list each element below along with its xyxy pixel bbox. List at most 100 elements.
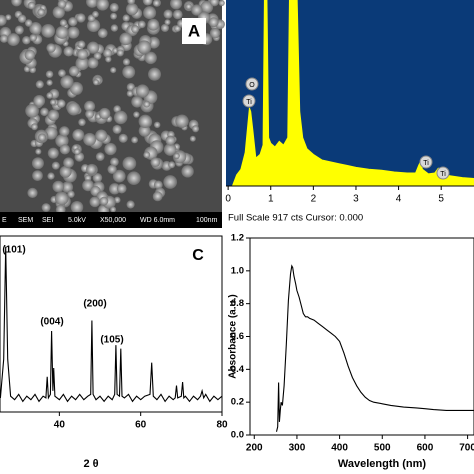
grain xyxy=(75,56,90,71)
grain xyxy=(122,58,131,66)
grain xyxy=(24,19,33,27)
y-tick-label: 1.2 xyxy=(231,233,244,244)
grain xyxy=(35,148,42,155)
grain xyxy=(86,18,101,33)
grain xyxy=(173,152,180,160)
grain xyxy=(189,135,196,142)
grain xyxy=(31,123,38,131)
grain xyxy=(107,164,117,174)
grain xyxy=(92,172,103,183)
sem-info: SEM xyxy=(18,217,33,224)
grain xyxy=(29,22,42,35)
grain xyxy=(116,183,127,194)
grain xyxy=(126,200,135,209)
grain xyxy=(110,206,117,213)
grain xyxy=(165,135,176,146)
grain xyxy=(208,17,219,28)
grain xyxy=(163,175,178,189)
grain xyxy=(85,109,95,119)
grain xyxy=(6,33,20,46)
grain xyxy=(126,90,134,97)
x-tick-label: 2 xyxy=(311,194,317,205)
sem-info: SEI xyxy=(42,217,53,224)
grain xyxy=(218,0,225,7)
grain xyxy=(25,104,39,118)
element-marker xyxy=(419,155,433,169)
grain xyxy=(95,152,105,161)
peak-label: (101) xyxy=(2,245,25,256)
grain xyxy=(168,161,176,169)
grain xyxy=(192,125,200,133)
grain xyxy=(56,99,66,108)
grain xyxy=(112,124,122,134)
element-marker xyxy=(242,94,256,108)
grain xyxy=(181,165,194,178)
grain xyxy=(70,200,84,214)
grain xyxy=(59,144,71,155)
grain xyxy=(99,196,109,206)
element-label: Ti xyxy=(440,171,446,178)
grain xyxy=(191,4,203,16)
grain xyxy=(78,118,86,127)
grain xyxy=(109,2,119,13)
grain xyxy=(63,46,74,57)
x-tick-label: 3 xyxy=(353,194,359,205)
grain xyxy=(209,27,221,39)
grain xyxy=(67,26,80,39)
area-fill xyxy=(232,0,474,186)
x-tick-label: 700 xyxy=(459,443,474,454)
sem-info: X50,000 xyxy=(100,217,126,224)
grain xyxy=(67,102,81,116)
grain xyxy=(58,69,66,78)
grain xyxy=(57,0,67,9)
grain xyxy=(160,23,170,33)
grain xyxy=(24,49,36,61)
grain xyxy=(110,12,118,20)
grain xyxy=(51,161,60,170)
grain xyxy=(97,28,108,39)
element-marker xyxy=(436,166,450,180)
grain xyxy=(47,147,59,159)
footer: Full Scale 917 cts Cursor: 0.000 xyxy=(228,213,363,224)
x-tick-label: 80 xyxy=(216,420,228,431)
grain xyxy=(133,111,140,118)
grain xyxy=(46,92,54,99)
grain xyxy=(38,133,47,142)
grain xyxy=(152,0,160,7)
grain xyxy=(63,157,74,169)
grain xyxy=(89,196,101,208)
grain xyxy=(105,56,112,63)
grain xyxy=(77,40,86,49)
x-axis-label: 2 θ xyxy=(83,458,98,470)
grain xyxy=(96,0,109,11)
grain xyxy=(68,16,78,27)
grain xyxy=(125,3,139,16)
grain xyxy=(113,110,128,125)
x-tick-label: 300 xyxy=(289,443,306,454)
y-tick-label: 0.6 xyxy=(231,331,244,342)
grain xyxy=(52,180,65,193)
x-tick-label: 4 xyxy=(396,194,402,205)
panel-label: C xyxy=(192,247,204,264)
grain xyxy=(0,14,7,26)
grain xyxy=(45,70,54,79)
grain xyxy=(27,187,38,199)
curve xyxy=(275,264,474,432)
plot-frame xyxy=(0,235,223,413)
sem-info: 5.0kV xyxy=(68,217,86,224)
grain xyxy=(110,157,119,167)
x-tick-label: 500 xyxy=(374,443,391,454)
x-tick-label: 600 xyxy=(417,443,434,454)
grain xyxy=(59,126,70,137)
grain xyxy=(200,0,214,14)
element-marker xyxy=(245,77,259,91)
grain xyxy=(40,107,49,117)
plot-frame xyxy=(249,237,474,436)
grain xyxy=(67,190,75,198)
grain xyxy=(119,32,133,46)
grain xyxy=(143,100,151,108)
grain xyxy=(86,0,99,8)
sem-info: 100nm xyxy=(196,217,218,224)
grain xyxy=(170,0,183,10)
grain xyxy=(172,9,183,20)
